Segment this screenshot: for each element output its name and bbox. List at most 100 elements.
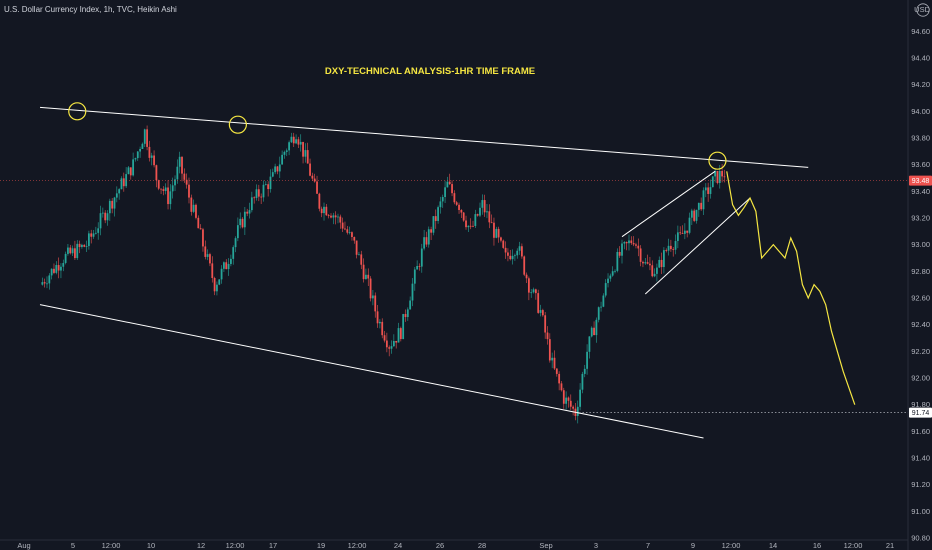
- candle-body: [76, 243, 79, 259]
- candle-body: [174, 179, 176, 186]
- candle-body: [369, 278, 372, 299]
- candle-body: [595, 319, 598, 336]
- candle-body: [378, 321, 381, 324]
- candle-body: [90, 233, 93, 237]
- candle-body: [60, 266, 62, 271]
- candle-body: [681, 233, 684, 234]
- candle-body: [283, 151, 286, 155]
- candle-body: [197, 217, 200, 229]
- candle-body: [397, 328, 400, 343]
- candle-body: [572, 406, 575, 409]
- candle-body: [702, 190, 705, 210]
- candle-body: [351, 232, 353, 238]
- y-tick-label: 93.40: [911, 187, 930, 196]
- candle-body: [232, 247, 235, 259]
- y-tick-label: 93.20: [911, 214, 930, 223]
- candle-body: [297, 139, 300, 145]
- candle-body: [171, 185, 174, 192]
- candle-body: [562, 390, 565, 404]
- candle-body: [527, 278, 530, 293]
- peak-circle[interactable]: [708, 151, 727, 170]
- candle-body: [455, 202, 458, 205]
- candle-body: [374, 295, 377, 312]
- trendline-channel-upper[interactable]: [621, 170, 716, 238]
- candle-body: [642, 261, 644, 264]
- candle-body: [132, 159, 135, 176]
- candle-body: [246, 211, 249, 214]
- candle-body: [85, 246, 88, 247]
- y-tick-label: 92.60: [911, 294, 930, 303]
- candle-body: [444, 187, 446, 198]
- trendline-channel-lower[interactable]: [644, 197, 751, 295]
- candle-body: [411, 283, 414, 301]
- peak-circle[interactable]: [68, 102, 87, 121]
- candle-body: [241, 218, 244, 228]
- candle-body: [278, 164, 281, 172]
- x-tick-label: 17: [269, 541, 277, 550]
- candle-body: [155, 165, 158, 181]
- candle-body: [169, 191, 172, 205]
- candle-body: [597, 307, 600, 320]
- y-tick-label: 94.20: [911, 80, 930, 89]
- candle-body: [274, 166, 277, 173]
- projection-path[interactable]: [726, 171, 856, 405]
- x-tick-label: 12:00: [348, 541, 367, 550]
- trendline-lower-support[interactable]: [39, 304, 704, 439]
- candle-body: [281, 154, 284, 165]
- candle-body: [660, 259, 663, 268]
- candle-body: [418, 266, 421, 267]
- candle-body: [202, 229, 204, 247]
- candle-body: [311, 175, 314, 179]
- candle-body: [621, 243, 623, 256]
- candle-body: [134, 158, 137, 160]
- x-tick-label: 24: [394, 541, 402, 550]
- x-tick-label: 9: [691, 541, 695, 550]
- y-tick-label: 94.00: [911, 107, 930, 116]
- candle-body: [209, 254, 211, 264]
- candle-body: [472, 225, 474, 227]
- candle-body: [669, 245, 672, 250]
- x-tick-label: 12:00: [102, 541, 121, 550]
- y-tick-label: 93.80: [911, 134, 930, 143]
- candle-body: [390, 346, 393, 349]
- candle-body: [420, 248, 423, 267]
- y-tick-label: 92.20: [911, 347, 930, 356]
- y-tick-label: 93.00: [911, 240, 930, 249]
- candle-body: [486, 211, 488, 213]
- candle-body: [399, 328, 402, 340]
- candle-body: [362, 264, 365, 280]
- x-tick-label: 14: [769, 541, 777, 550]
- candle-body: [609, 275, 612, 279]
- x-tick-label: 12:00: [226, 541, 245, 550]
- candle-body: [532, 289, 535, 293]
- candle-body: [74, 248, 76, 259]
- candle-body: [518, 246, 521, 251]
- candle-body: [339, 216, 342, 223]
- candle-body: [686, 230, 689, 233]
- candle-body: [320, 208, 323, 214]
- y-tick-label: 91.00: [911, 507, 930, 516]
- candle-body: [71, 248, 74, 254]
- y-tick-label: 94.60: [911, 27, 930, 36]
- candle-body: [106, 213, 109, 221]
- y-tick-label: 92.80: [911, 267, 930, 276]
- candle-body: [539, 310, 542, 313]
- peak-circle[interactable]: [228, 115, 247, 134]
- candle-body: [292, 136, 295, 144]
- candle-body: [665, 250, 668, 251]
- candle-body: [348, 232, 351, 233]
- candle-body: [465, 220, 467, 228]
- candle-body: [50, 268, 53, 276]
- trendline-upper-resistance[interactable]: [39, 106, 809, 168]
- candle-body: [295, 139, 297, 144]
- candle-body: [372, 295, 374, 299]
- candle-body: [358, 254, 360, 256]
- currency-badge-icon[interactable]: [916, 3, 930, 17]
- candle-body: [153, 155, 155, 166]
- price-tag-box: [909, 175, 932, 186]
- candle-body: [139, 148, 142, 152]
- chart-title: DXY-TECHNICAL ANALYSIS-1HR TIME FRAME: [325, 66, 535, 77]
- candle-body: [64, 253, 67, 263]
- candle-body: [637, 245, 640, 249]
